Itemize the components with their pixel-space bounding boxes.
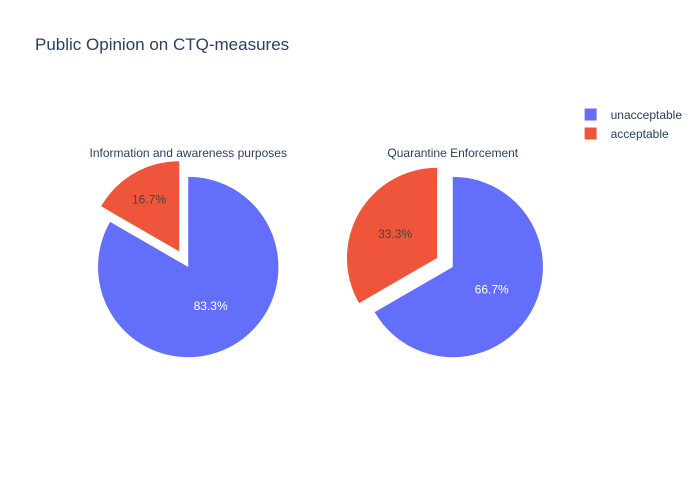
svg-text:Public Opinion on CTQ-measures: Public Opinion on CTQ-measures xyxy=(35,35,289,54)
svg-text:Quarantine Enforcement: Quarantine Enforcement xyxy=(387,146,518,160)
svg-text:83.3%: 83.3% xyxy=(194,299,228,313)
svg-text:unacceptable: unacceptable xyxy=(611,108,683,122)
svg-text:acceptable: acceptable xyxy=(611,127,669,141)
svg-text:66.7%: 66.7% xyxy=(475,283,509,297)
svg-text:33.3%: 33.3% xyxy=(378,227,412,241)
svg-text:Information and awareness purp: Information and awareness purposes xyxy=(89,146,286,160)
svg-text:16.7%: 16.7% xyxy=(132,192,166,206)
